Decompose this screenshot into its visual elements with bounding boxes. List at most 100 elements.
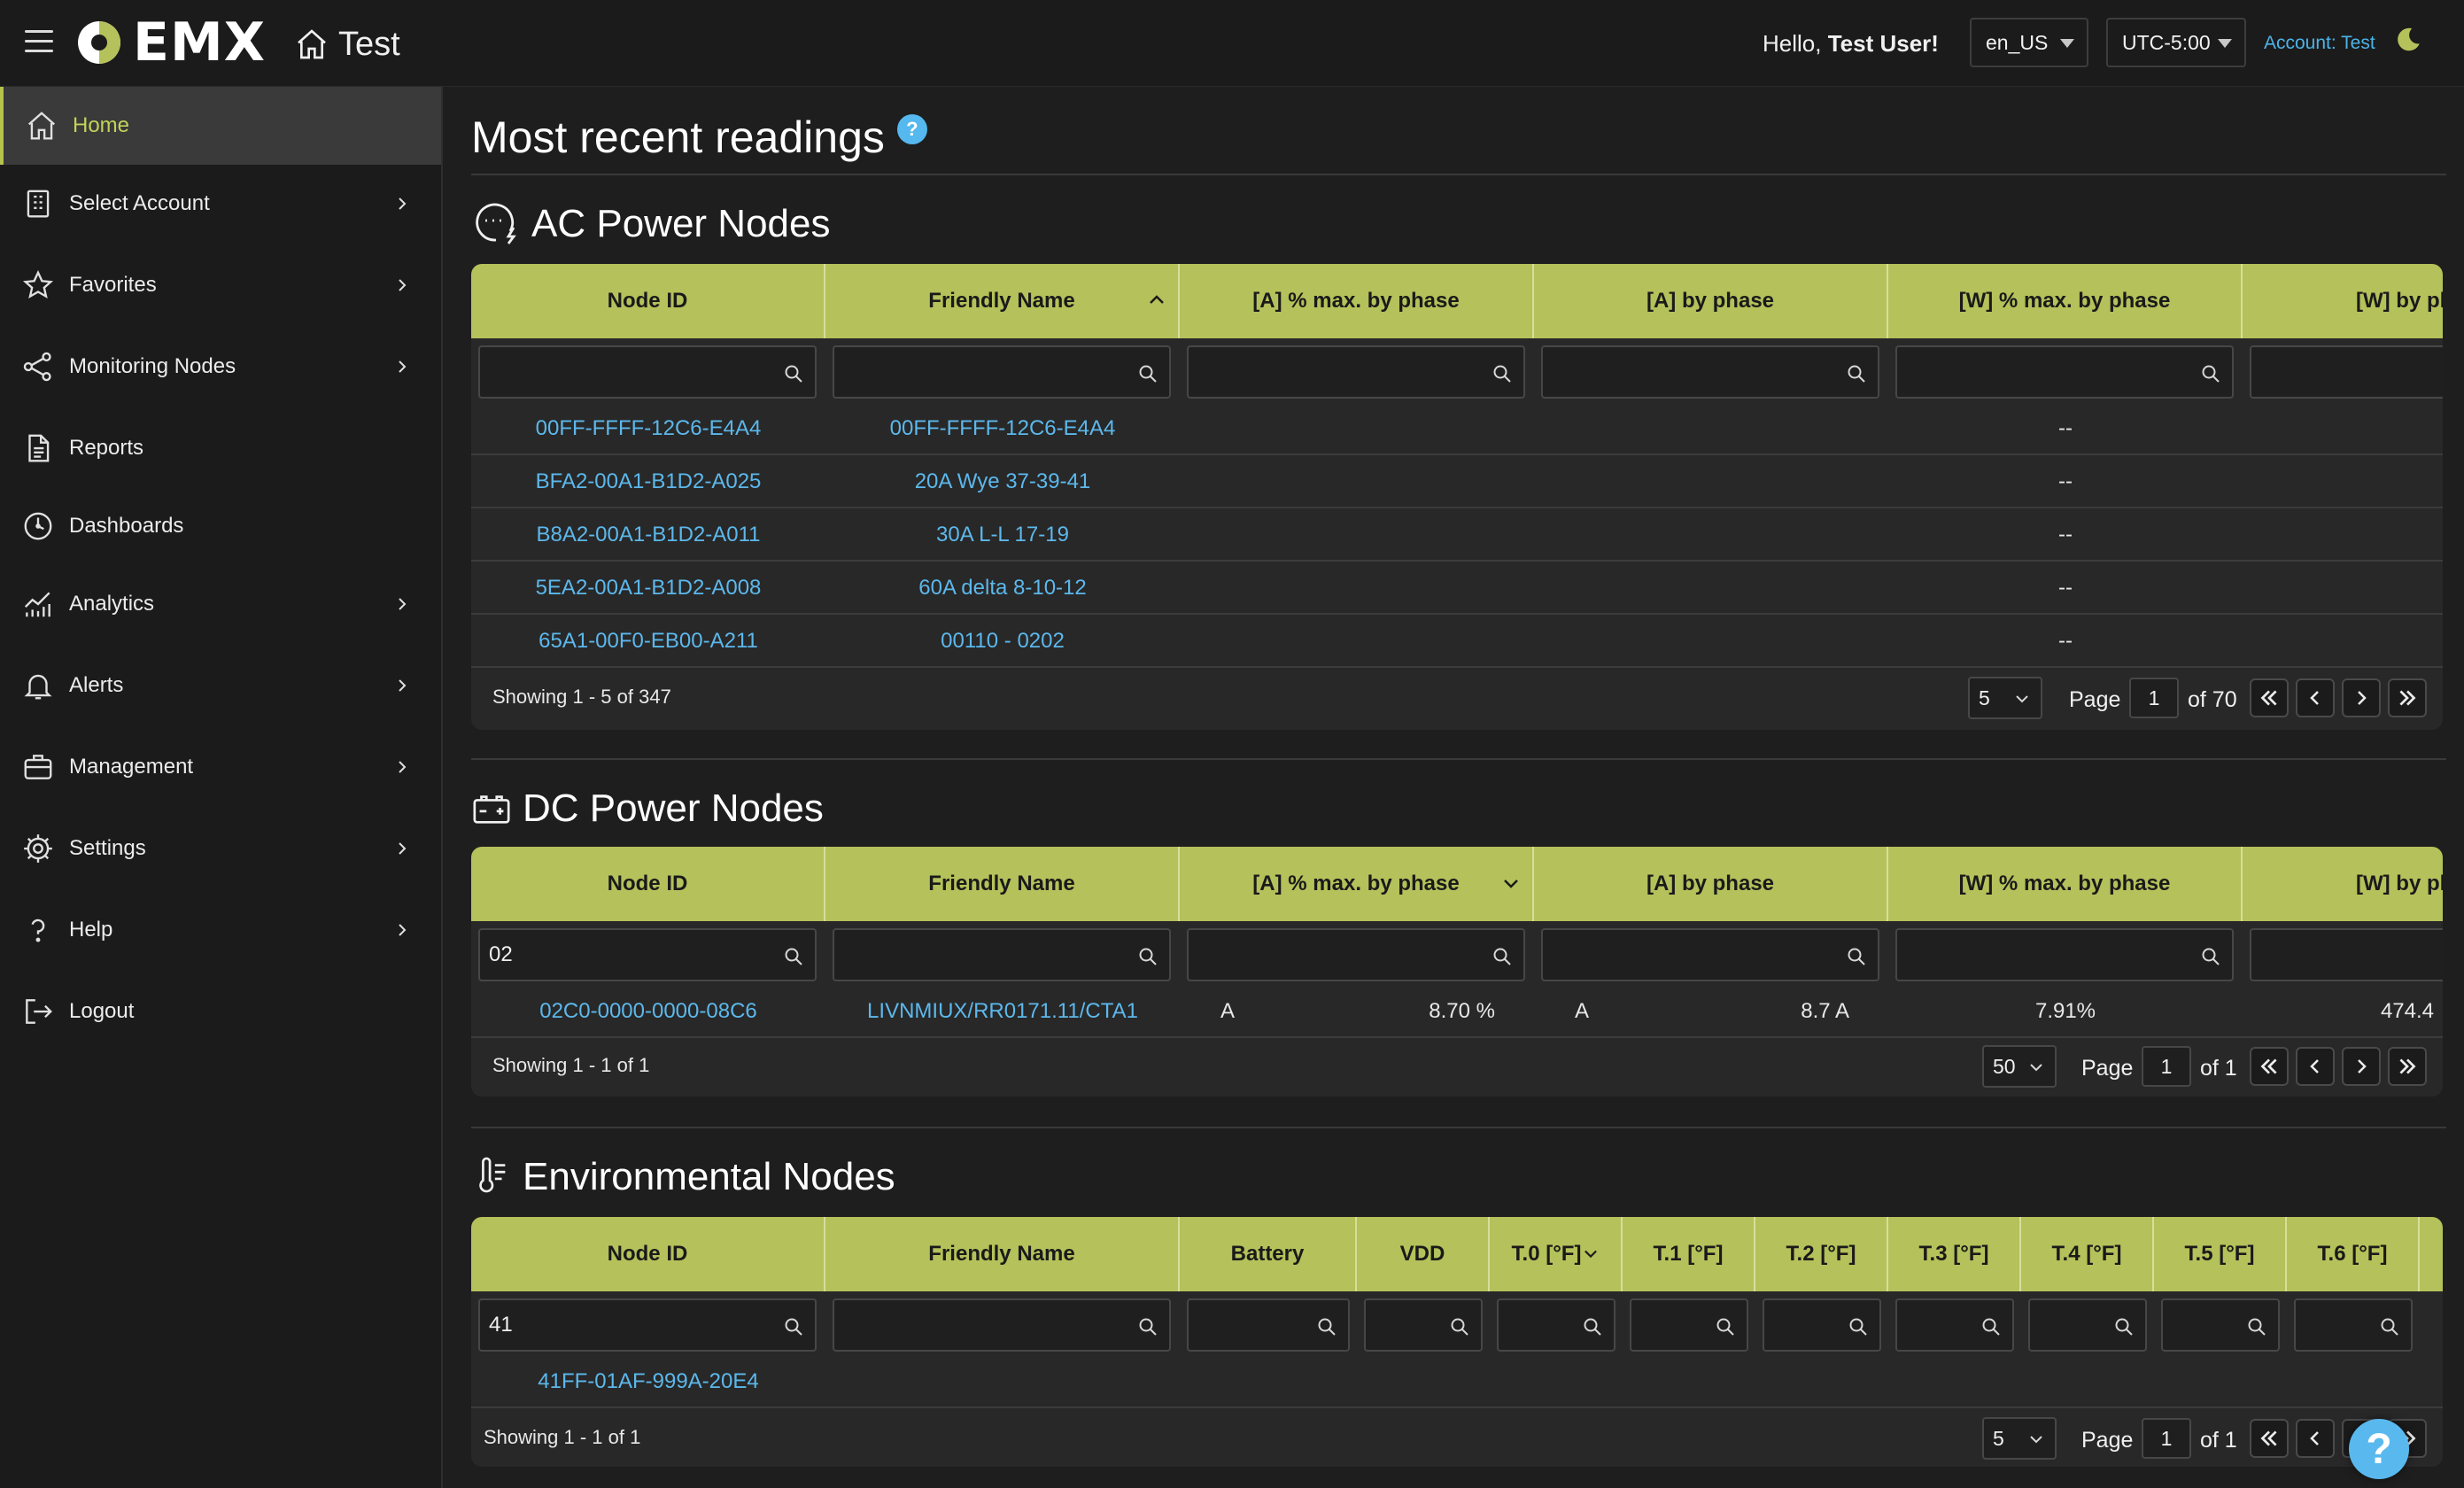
column-header-a-pct-max[interactable]: [A] % max. by phase	[1180, 847, 1534, 921]
friendly-name-link[interactable]: 30A L-L 17-19	[936, 523, 1069, 546]
table-row[interactable]: B8A2-00A1-B1D2-A011 30A L-L 17-19 --	[471, 508, 2443, 562]
column-header-t0[interactable]: T.0 [°F]	[1490, 1217, 1623, 1291]
column-header-node-id[interactable]: Node ID	[471, 264, 825, 338]
page-size-select[interactable]: 5	[1968, 677, 2042, 719]
floating-help-button[interactable]: ?	[2349, 1419, 2409, 1479]
column-header-t4[interactable]: T.4 [°F]	[2021, 1217, 2154, 1291]
filter-a-by-phase[interactable]	[1541, 928, 1879, 981]
sidebar-item-management[interactable]: Management	[0, 728, 441, 806]
column-header-w-pct-max[interactable]: [W] % max. by phase	[1888, 847, 2243, 921]
next-page-button[interactable]	[2342, 1047, 2381, 1086]
breadcrumb[interactable]: Test	[294, 21, 400, 67]
column-header-friendly-name[interactable]: Friendly Name	[825, 847, 1180, 921]
table-row[interactable]: 00FF-FFFF-12C6-E4A4 00FF-FFFF-12C6-E4A4 …	[471, 402, 2443, 455]
prev-page-button[interactable]	[2296, 678, 2335, 717]
friendly-name-link[interactable]: 20A Wye 37-39-41	[914, 469, 1091, 493]
filter-t6[interactable]	[2294, 1298, 2413, 1352]
sidebar-item-reports[interactable]: Reports	[0, 409, 441, 487]
filter-friendly-name[interactable]	[833, 1298, 1171, 1352]
node-id-link[interactable]: B8A2-00A1-B1D2-A011	[536, 523, 761, 546]
page-number-input[interactable]: 1	[2142, 1046, 2191, 1087]
column-header-battery[interactable]: Battery	[1180, 1217, 1357, 1291]
first-page-button[interactable]	[2250, 1419, 2289, 1458]
table-row[interactable]: 65A1-00F0-EB00-A211 00110 - 0202 --	[471, 615, 2443, 668]
sidebar-item-alerts[interactable]: Alerts	[0, 647, 441, 725]
sidebar-item-select-account[interactable]: Select Account	[0, 165, 441, 243]
node-id-link[interactable]: 65A1-00F0-EB00-A211	[539, 629, 758, 653]
timezone-select[interactable]: UTC-5:00	[2106, 18, 2246, 67]
first-page-button[interactable]	[2250, 678, 2289, 717]
sidebar-item-favorites[interactable]: Favorites	[0, 246, 441, 324]
first-page-button[interactable]	[2250, 1047, 2289, 1086]
sidebar-item-dashboards[interactable]: Dashboards	[0, 487, 441, 565]
page-size-select[interactable]: 5	[1982, 1417, 2057, 1460]
node-id-link[interactable]: 00FF-FFFF-12C6-E4A4	[535, 416, 762, 440]
filter-t1[interactable]	[1630, 1298, 1748, 1352]
filter-t0[interactable]	[1497, 1298, 1616, 1352]
sidebar-item-help[interactable]: Help	[0, 891, 441, 969]
prev-page-button[interactable]	[2296, 1419, 2335, 1458]
next-page-button[interactable]	[2342, 678, 2381, 717]
dark-mode-toggle-icon[interactable]	[2393, 25, 2423, 55]
table-row[interactable]: 02C0-0000-0000-08C6 LIVNMIUX/RR0171.11/C…	[471, 985, 2443, 1038]
column-header-node-id[interactable]: Node ID	[471, 1217, 825, 1291]
column-header-t3[interactable]: T.3 [°F]	[1888, 1217, 2021, 1291]
filter-w-by-phase[interactable]	[2250, 928, 2443, 981]
filter-w-pct-max[interactable]	[1895, 928, 2234, 981]
filter-node-id[interactable]	[478, 345, 817, 399]
sidebar-item-home[interactable]: Home	[0, 87, 441, 165]
column-header-node-id[interactable]: Node ID	[471, 847, 825, 921]
help-icon[interactable]: ?	[896, 114, 927, 144]
prev-page-button[interactable]	[2296, 1047, 2335, 1086]
friendly-name-link[interactable]: LIVNMIUX/RR0171.11/CTA1	[867, 999, 1138, 1023]
filter-w-pct-max[interactable]	[1895, 345, 2234, 399]
last-page-button[interactable]	[2388, 678, 2427, 717]
account-link[interactable]: Account: Test	[2264, 33, 2375, 53]
column-header-w-pct-max[interactable]: [W] % max. by phase	[1888, 264, 2243, 338]
filter-node-id[interactable]: 41	[478, 1298, 817, 1352]
sidebar-item-analytics[interactable]: Analytics	[0, 565, 441, 643]
column-header-t5[interactable]: T.5 [°F]	[2154, 1217, 2287, 1291]
filter-vdd[interactable]	[1364, 1298, 1483, 1352]
locale-select[interactable]: en_US	[1970, 18, 2088, 67]
node-id-link[interactable]: 02C0-0000-0000-08C6	[539, 999, 757, 1023]
column-header-t2[interactable]: T.2 [°F]	[1755, 1217, 1888, 1291]
last-page-button[interactable]	[2388, 1047, 2427, 1086]
menu-icon[interactable]	[25, 30, 53, 55]
column-header-t1[interactable]: T.1 [°F]	[1623, 1217, 1755, 1291]
page-number-input[interactable]: 1	[2129, 678, 2179, 718]
page-size-select[interactable]: 50	[1982, 1045, 2057, 1088]
filter-t3[interactable]	[1895, 1298, 2014, 1352]
filter-a-pct-max[interactable]	[1187, 345, 1525, 399]
sidebar-item-monitoring-nodes[interactable]: Monitoring Nodes	[0, 328, 441, 406]
table-row[interactable]: BFA2-00A1-B1D2-A025 20A Wye 37-39-41 --	[471, 455, 2443, 508]
node-id-link[interactable]: 5EA2-00A1-B1D2-A008	[535, 576, 762, 600]
app-logo[interactable]: EMX	[76, 12, 266, 74]
column-header-friendly-name[interactable]: Friendly Name	[825, 1217, 1180, 1291]
column-header-t6[interactable]: T.6 [°F]	[2287, 1217, 2420, 1291]
friendly-name-link[interactable]: 00FF-FFFF-12C6-E4A4	[889, 416, 1116, 440]
filter-a-by-phase[interactable]	[1541, 345, 1879, 399]
sidebar-item-settings[interactable]: Settings	[0, 810, 441, 887]
filter-t2[interactable]	[1763, 1298, 1881, 1352]
node-id-link[interactable]: BFA2-00A1-B1D2-A025	[535, 469, 762, 493]
node-id-link[interactable]: 41FF-01AF-999A-20E4	[538, 1369, 759, 1393]
sidebar-item-logout[interactable]: Logout	[0, 973, 441, 1050]
page-number-input[interactable]: 1	[2142, 1418, 2191, 1459]
column-header-a-by-phase[interactable]: [A] by phase	[1534, 264, 1888, 338]
filter-t4[interactable]	[2028, 1298, 2147, 1352]
filter-friendly-name[interactable]	[833, 928, 1171, 981]
friendly-name-link[interactable]: 60A delta 8-10-12	[918, 576, 1087, 600]
filter-t5[interactable]	[2161, 1298, 2280, 1352]
column-header-w-by-phase[interactable]: [W] by ph	[2356, 872, 2443, 895]
column-header-friendly-name[interactable]: Friendly Name	[825, 264, 1180, 338]
column-header-vdd[interactable]: VDD	[1357, 1217, 1490, 1291]
table-row[interactable]: 41FF-01AF-999A-20E4	[471, 1355, 2443, 1408]
friendly-name-link[interactable]: 00110 - 0202	[941, 629, 1065, 653]
column-header-a-by-phase[interactable]: [A] by phase	[1534, 847, 1888, 921]
column-header-a-pct-max[interactable]: [A] % max. by phase	[1180, 264, 1534, 338]
column-header-w-by-phase[interactable]: [W] by ph	[2356, 289, 2443, 313]
filter-node-id[interactable]: 02	[478, 928, 817, 981]
filter-a-pct-max[interactable]	[1187, 928, 1525, 981]
filter-battery[interactable]	[1187, 1298, 1350, 1352]
